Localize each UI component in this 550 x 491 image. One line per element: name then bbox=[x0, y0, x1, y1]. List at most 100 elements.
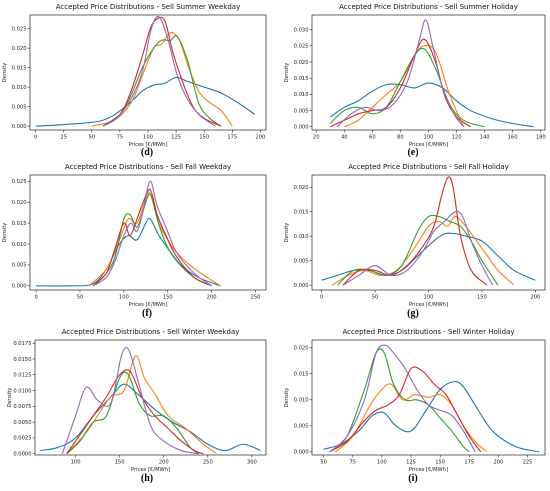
y-tick-label: 0.0175 bbox=[13, 341, 31, 347]
x-tick-label: 75 bbox=[349, 460, 356, 466]
series-group bbox=[36, 180, 221, 287]
x-tick-label: 100 bbox=[377, 460, 387, 466]
x-tick-label: 250 bbox=[251, 295, 261, 301]
series-line-purple bbox=[342, 210, 494, 286]
x-tick-label: 125 bbox=[406, 460, 416, 466]
y-tick-label: 0.0125 bbox=[13, 373, 31, 379]
x-tick-label: 50 bbox=[372, 295, 379, 301]
x-tick-label: 120 bbox=[452, 135, 462, 141]
plot-frame bbox=[311, 339, 546, 456]
series-line-red bbox=[66, 369, 204, 455]
y-tick-label: 0.005 bbox=[12, 104, 27, 110]
panel-label: (i) bbox=[408, 473, 417, 484]
x-tick-label: 100 bbox=[71, 460, 81, 466]
y-tick-label: 0.000 bbox=[294, 125, 309, 131]
x-tick-label: 250 bbox=[203, 460, 213, 466]
x-tick-label: 200 bbox=[530, 295, 540, 301]
y-tick-label: 0.005 bbox=[12, 263, 27, 269]
x-axis-label: Prices [€/MWh] bbox=[129, 302, 168, 308]
series-group bbox=[35, 15, 256, 127]
chart-title: Accepted Price Distributions - Sell Summ… bbox=[339, 3, 518, 11]
y-tick-label: 0.020 bbox=[294, 185, 309, 191]
x-tick-label: 200 bbox=[493, 460, 503, 466]
y-tick-label: 0.000 bbox=[294, 283, 309, 289]
x-tick-label: 150 bbox=[163, 295, 173, 301]
x-tick-label: 0 bbox=[34, 135, 37, 141]
x-tick-label: 50 bbox=[89, 135, 96, 141]
x-tick-label: 180 bbox=[536, 135, 546, 141]
x-tick-label: 25 bbox=[60, 135, 67, 141]
y-axis-label: Density bbox=[2, 223, 8, 243]
panel-label: (f) bbox=[142, 308, 152, 319]
y-tick-label: 0.010 bbox=[294, 92, 309, 98]
y-axis-label: Density bbox=[284, 223, 290, 243]
series-group bbox=[323, 344, 540, 453]
y-tick-label: 0.000 bbox=[294, 450, 309, 456]
series-line-purple bbox=[92, 180, 212, 287]
series-line-red bbox=[330, 38, 471, 128]
chart-panel-i: Accepted Price Distributions - Sell Wint… bbox=[284, 328, 546, 484]
chart-panel-f: Accepted Price Distributions - Sell Fall… bbox=[2, 163, 267, 319]
plot-frame bbox=[34, 339, 267, 456]
y-axis-label: Density bbox=[284, 388, 290, 408]
y-tick-label: 0.010 bbox=[294, 398, 309, 404]
y-tick-label: 0.015 bbox=[294, 372, 309, 378]
y-axis-label: Density bbox=[2, 63, 8, 83]
series-line-purple bbox=[329, 344, 476, 453]
y-tick-label: 0.025 bbox=[294, 44, 309, 50]
x-tick-label: 0 bbox=[320, 295, 323, 301]
series-line-orange bbox=[334, 383, 488, 453]
y-tick-label: 0.005 bbox=[294, 108, 309, 114]
x-tick-label: 175 bbox=[227, 135, 237, 141]
y-tick-label: 0.030 bbox=[294, 27, 309, 33]
y-tick-label: 0.020 bbox=[294, 346, 309, 352]
y-tick-label: 0.015 bbox=[12, 65, 27, 71]
y-axis-label: Density bbox=[284, 63, 290, 83]
chart-title: Accepted Price Distributions - Sell Summ… bbox=[56, 3, 240, 11]
x-tick-label: 175 bbox=[464, 460, 474, 466]
y-tick-label: 0.020 bbox=[12, 200, 27, 206]
series-line-blue bbox=[40, 383, 261, 452]
x-tick-label: 200 bbox=[207, 295, 217, 301]
y-tick-label: 0.020 bbox=[12, 46, 27, 52]
series-line-red bbox=[342, 176, 488, 286]
y-tick-label: 0.015 bbox=[12, 221, 27, 227]
y-tick-label: 0.0075 bbox=[13, 404, 31, 410]
chart-panel-e: Accepted Price Distributions - Sell Summ… bbox=[284, 3, 546, 158]
chart-panel-g: Accepted Price Distributions - Sell Fall… bbox=[284, 163, 546, 319]
y-tick-label: 0.0150 bbox=[13, 357, 31, 363]
series-line-orange bbox=[332, 216, 515, 286]
series-line-red bbox=[329, 366, 482, 453]
x-axis-label: Prices [€/MWh] bbox=[131, 467, 170, 473]
y-tick-label: 0.010 bbox=[12, 242, 27, 248]
x-tick-label: 80 bbox=[397, 135, 404, 141]
y-axis-label: Density bbox=[7, 388, 13, 408]
y-tick-label: 0.015 bbox=[294, 210, 309, 216]
x-tick-label: 20 bbox=[313, 135, 320, 141]
panel-label: (g) bbox=[407, 308, 419, 319]
x-tick-label: 225 bbox=[523, 460, 533, 466]
x-tick-label: 100 bbox=[143, 135, 153, 141]
x-tick-label: 300 bbox=[247, 460, 257, 466]
y-tick-label: 0.0000 bbox=[13, 452, 31, 458]
series-line-blue bbox=[35, 76, 256, 127]
series-line-orange bbox=[66, 355, 217, 455]
x-tick-label: 100 bbox=[119, 295, 129, 301]
y-tick-label: 0.005 bbox=[294, 258, 309, 264]
series-line-green bbox=[102, 35, 222, 127]
series-group bbox=[40, 346, 261, 455]
x-tick-label: 200 bbox=[159, 460, 169, 466]
x-tick-label: 160 bbox=[508, 135, 518, 141]
x-axis-label: Prices [€/MWh] bbox=[409, 467, 448, 473]
series-line-green bbox=[329, 348, 470, 453]
series-line-blue bbox=[321, 232, 536, 281]
series-line-red bbox=[92, 188, 212, 287]
chart-panel-d: Accepted Price Distributions - Sell Summ… bbox=[2, 3, 267, 158]
plot-frame bbox=[29, 174, 267, 291]
y-tick-label: 0.010 bbox=[294, 234, 309, 240]
series-line-orange bbox=[91, 31, 233, 127]
series-line-orange bbox=[344, 44, 465, 128]
y-tick-label: 0.015 bbox=[294, 76, 309, 82]
x-tick-label: 100 bbox=[424, 295, 434, 301]
